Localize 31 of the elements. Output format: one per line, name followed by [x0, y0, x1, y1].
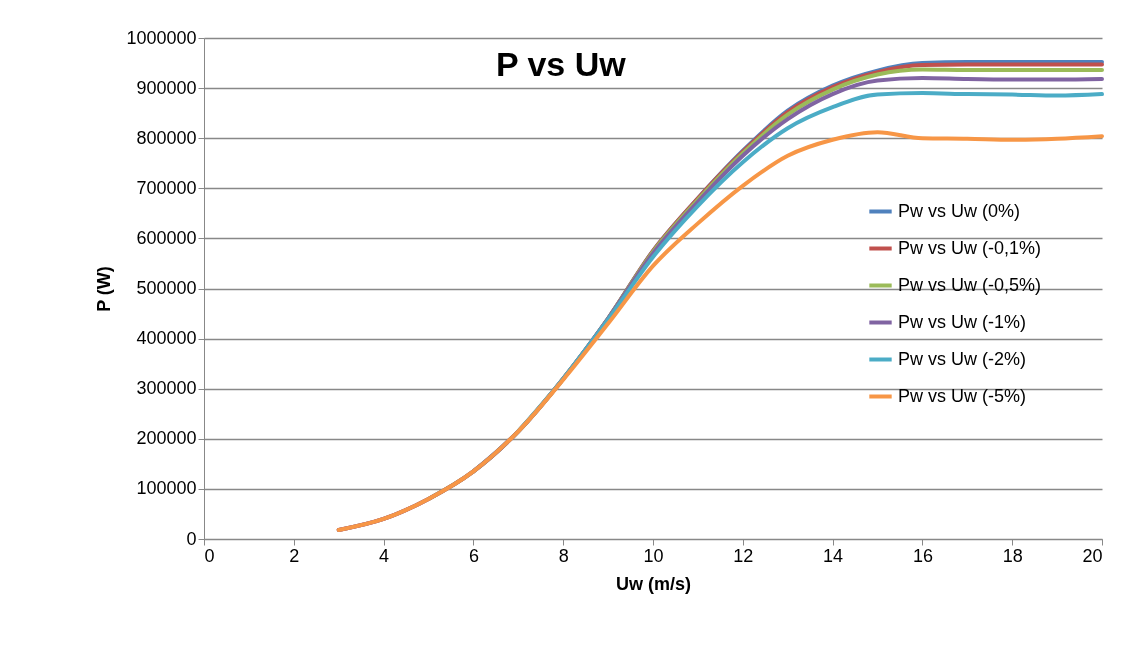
- y-tick-label: 100000: [136, 478, 197, 499]
- x-tick-label: 4: [379, 545, 390, 566]
- x-tick-label: 14: [823, 545, 844, 566]
- y-tick-label: 200000: [136, 428, 197, 449]
- y-tick-label: 600000: [136, 227, 197, 248]
- x-tick-label: 16: [912, 545, 933, 566]
- x-tick-label: 0: [204, 545, 215, 566]
- x-axis-title: Uw (m/s): [615, 573, 692, 594]
- y-tick-label: 1000000: [126, 27, 197, 48]
- y-tick-label: 300000: [136, 378, 197, 399]
- y-tick-label: 0: [186, 528, 197, 549]
- x-tick-label: 12: [733, 545, 754, 566]
- legend-label: Pw vs Uw (-0,5%): [898, 274, 1042, 295]
- legend-label: Pw vs Uw (-2%): [898, 348, 1027, 369]
- y-tick-label: 400000: [136, 328, 197, 349]
- y-tick-label: 800000: [136, 127, 197, 148]
- chart-title: P vs Uw: [495, 45, 627, 83]
- y-axis-title: P (W): [94, 266, 115, 312]
- legend-label: Pw vs Uw (0%): [898, 200, 1021, 221]
- x-tick-label: 18: [1002, 545, 1023, 566]
- x-tick-label: 8: [558, 545, 569, 566]
- x-tick-label: 6: [468, 545, 479, 566]
- y-tick-label: 900000: [136, 77, 197, 98]
- legend-label: Pw vs Uw (-1%): [898, 311, 1027, 332]
- y-tick-label: 700000: [136, 177, 197, 198]
- x-tick-label: 10: [643, 545, 664, 566]
- y-tick-label: 500000: [136, 278, 197, 298]
- x-tick-label: 2: [289, 545, 300, 566]
- x-tick-label: 20: [1082, 545, 1103, 566]
- legend-label: Pw vs Uw (-0,1%): [898, 237, 1042, 258]
- legend-label: Pw vs Uw (-5%): [898, 385, 1027, 406]
